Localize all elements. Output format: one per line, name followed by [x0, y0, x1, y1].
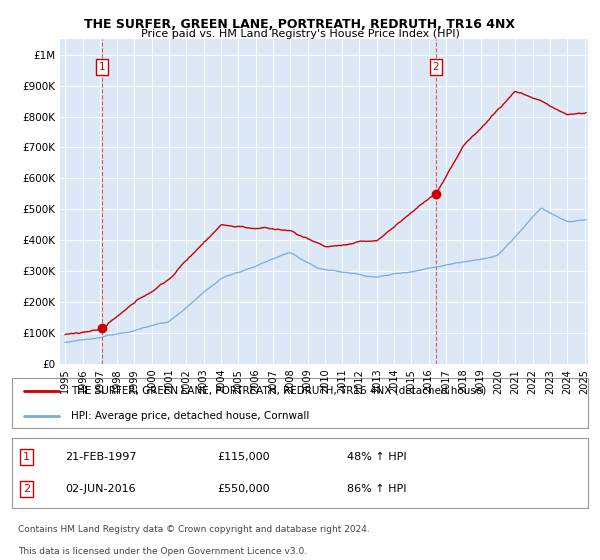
Text: 21-FEB-1997: 21-FEB-1997 — [65, 452, 136, 462]
Text: THE SURFER, GREEN LANE, PORTREATH, REDRUTH, TR16 4NX: THE SURFER, GREEN LANE, PORTREATH, REDRU… — [85, 18, 515, 31]
Text: £550,000: £550,000 — [218, 484, 271, 494]
Text: 1: 1 — [23, 452, 30, 462]
Text: £115,000: £115,000 — [218, 452, 271, 462]
Text: Price paid vs. HM Land Registry's House Price Index (HPI): Price paid vs. HM Land Registry's House … — [140, 29, 460, 39]
Text: 02-JUN-2016: 02-JUN-2016 — [65, 484, 136, 494]
Text: 2: 2 — [23, 484, 30, 494]
Text: 2: 2 — [433, 62, 439, 72]
Text: HPI: Average price, detached house, Cornwall: HPI: Average price, detached house, Corn… — [71, 410, 309, 421]
Text: THE SURFER, GREEN LANE, PORTREATH, REDRUTH, TR16 4NX (detached house): THE SURFER, GREEN LANE, PORTREATH, REDRU… — [71, 386, 486, 396]
FancyBboxPatch shape — [12, 438, 588, 508]
Text: 1: 1 — [99, 62, 106, 72]
Text: This data is licensed under the Open Government Licence v3.0.: This data is licensed under the Open Gov… — [18, 547, 307, 556]
Text: 48% ↑ HPI: 48% ↑ HPI — [347, 452, 407, 462]
Text: 86% ↑ HPI: 86% ↑ HPI — [347, 484, 407, 494]
Text: Contains HM Land Registry data © Crown copyright and database right 2024.: Contains HM Land Registry data © Crown c… — [18, 525, 370, 534]
FancyBboxPatch shape — [12, 378, 588, 428]
